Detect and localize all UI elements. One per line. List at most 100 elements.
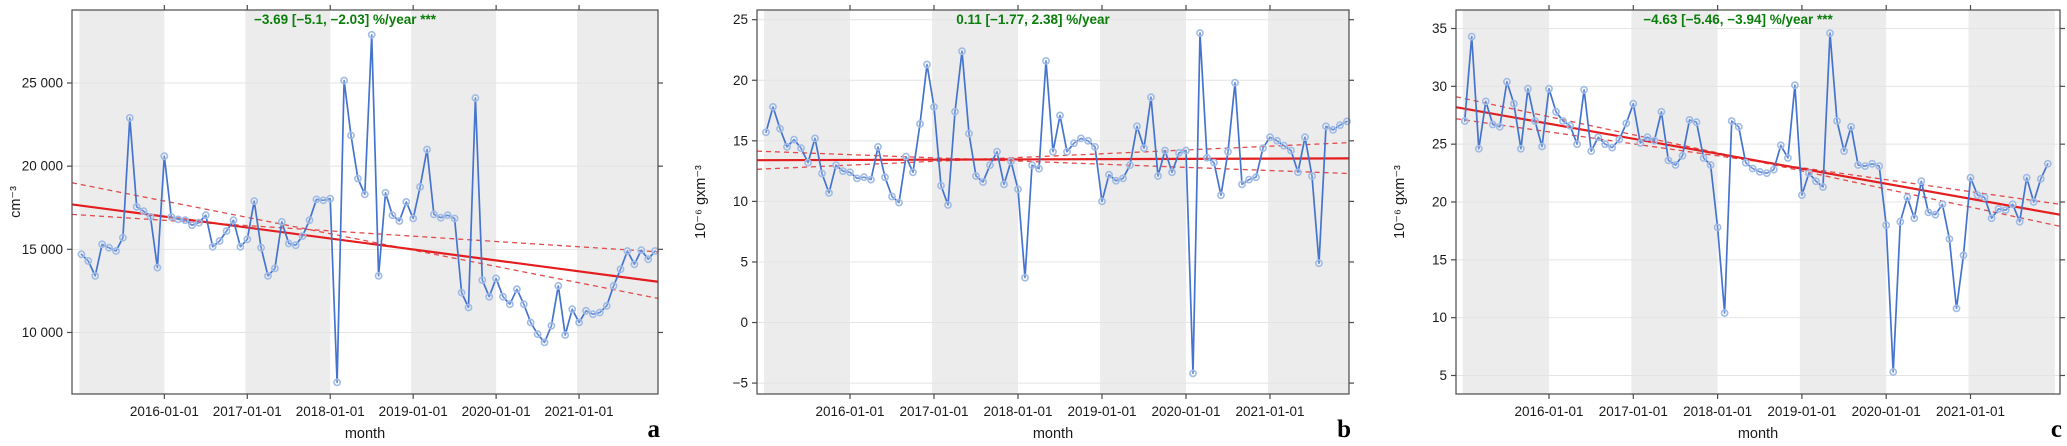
data-point-marker [1671,161,1680,169]
y-axis-title: cm⁻³ [8,186,24,218]
data-point-marker [1126,161,1134,169]
trend-line [1455,106,2061,216]
x-tick-label: 2019-01-01 [1767,404,1836,419]
data-point-marker [1210,158,1218,167]
data-point-marker [277,217,286,226]
data-point-marker [513,285,521,294]
data-point-marker [825,188,833,197]
panel-b-year-band [932,10,1018,394]
data-point-marker [867,175,875,184]
panel-a-year-band [577,10,658,394]
data-point-marker [98,240,106,249]
panel-b: 25 20 15 10 5 0 −5 2016-01-01 2017-01-01 2018-01-… [693,5,1354,443]
data-point-marker [1847,122,1855,131]
data-point-marker [1119,174,1127,183]
y-tick-label: 5 [1439,368,1447,383]
data-point-marker [1056,111,1064,120]
data-point-marker [1910,214,1919,223]
data-point-marker [895,198,903,207]
data-series-line [1463,32,2049,373]
y-tick-label: 20 [1432,195,1447,210]
data-point-marker [1657,107,1666,116]
data-point-marker [132,202,141,211]
data-point-marker [1861,162,1869,170]
x-tick-label: 2020-01-01 [1151,404,1220,419]
data-point-marker [194,218,203,227]
data-point-marker [257,243,265,252]
data-point-marker [215,237,224,245]
data-point-marker [1336,121,1344,129]
data-point-marker [1678,151,1687,160]
x-tick-label: 2017-01-01 [213,404,282,419]
data-point-marker [429,210,438,219]
data-point-marker [1042,57,1050,65]
data-point-marker [1608,143,1617,152]
data-point-marker [944,201,952,209]
data-point-marker [409,214,418,223]
data-point-marker [146,212,155,221]
data-point-marker [846,168,854,177]
data-point-marker [284,239,293,248]
data-point-marker [1685,116,1694,124]
data-point-marker [464,303,473,312]
x-tick-label: 2018-01-01 [983,404,1052,419]
data-point-marker [450,214,459,223]
data-point-marker [1896,217,1905,226]
x-tick-label: 2020-01-01 [462,404,531,419]
data-point-marker [1182,146,1190,155]
y-tick-label: 20 000 [22,159,63,174]
data-point-marker [1636,139,1645,147]
data-point-marker [1252,173,1260,182]
data-point-marker [832,161,840,169]
data-point-marker [609,281,618,290]
data-point-marker [958,47,966,56]
data-point-marker [1594,133,1603,142]
data-point-marker [1980,193,1989,202]
x-axis-title: month [345,426,385,442]
data-point-marker [1713,223,1722,232]
data-point-marker [1077,134,1085,143]
data-point-marker [471,94,480,102]
data-point-marker [1798,191,1806,199]
data-point-marker [381,188,390,197]
data-point-marker [1474,144,1483,153]
data-point-marker [319,196,328,205]
x-tick-label: 2021-01-01 [545,404,614,419]
x-tick-label: 2018-01-01 [1683,404,1752,419]
data-point-marker [1840,147,1848,155]
data-point-marker [367,30,376,39]
data-point-marker [1917,177,1926,186]
data-point-marker [979,178,987,186]
data-point-marker [264,271,272,280]
data-point-marker [623,247,632,255]
data-point-marker [222,227,231,235]
x-tick-label: 2016-01-01 [815,404,884,419]
x-axis-title: month [1738,426,1778,442]
data-point-marker [769,103,777,111]
data-point-marker [181,216,189,225]
data-point-marker [1748,164,1757,173]
x-tick-label: 2016-01-01 [130,404,199,419]
data-point-marker [1245,175,1253,184]
x-tick-label: 2019-01-01 [1067,404,1136,419]
data-point-marker [526,318,535,327]
data-point-marker [436,213,445,222]
data-point-marker [1133,122,1141,131]
y-axis-title: 10⁻⁶ gxm⁻³ [693,165,709,239]
trend-line [756,157,1350,162]
panel-letter-b: b [1337,416,1351,443]
data-point-marker [1812,177,1820,186]
data-point-marker [568,305,577,314]
data-point-marker [811,134,819,143]
data-point-marker [1819,183,1827,191]
trend-line [71,203,659,283]
data-point-marker [353,174,362,183]
data-point-marker [1692,118,1701,127]
data-point-marker [298,232,307,240]
data-point-marker [923,60,931,69]
data-point-marker [1007,157,1015,166]
data-point-marker [1727,117,1736,125]
data-point-marker [125,114,134,122]
y-tick-label: 25 000 [22,76,63,91]
